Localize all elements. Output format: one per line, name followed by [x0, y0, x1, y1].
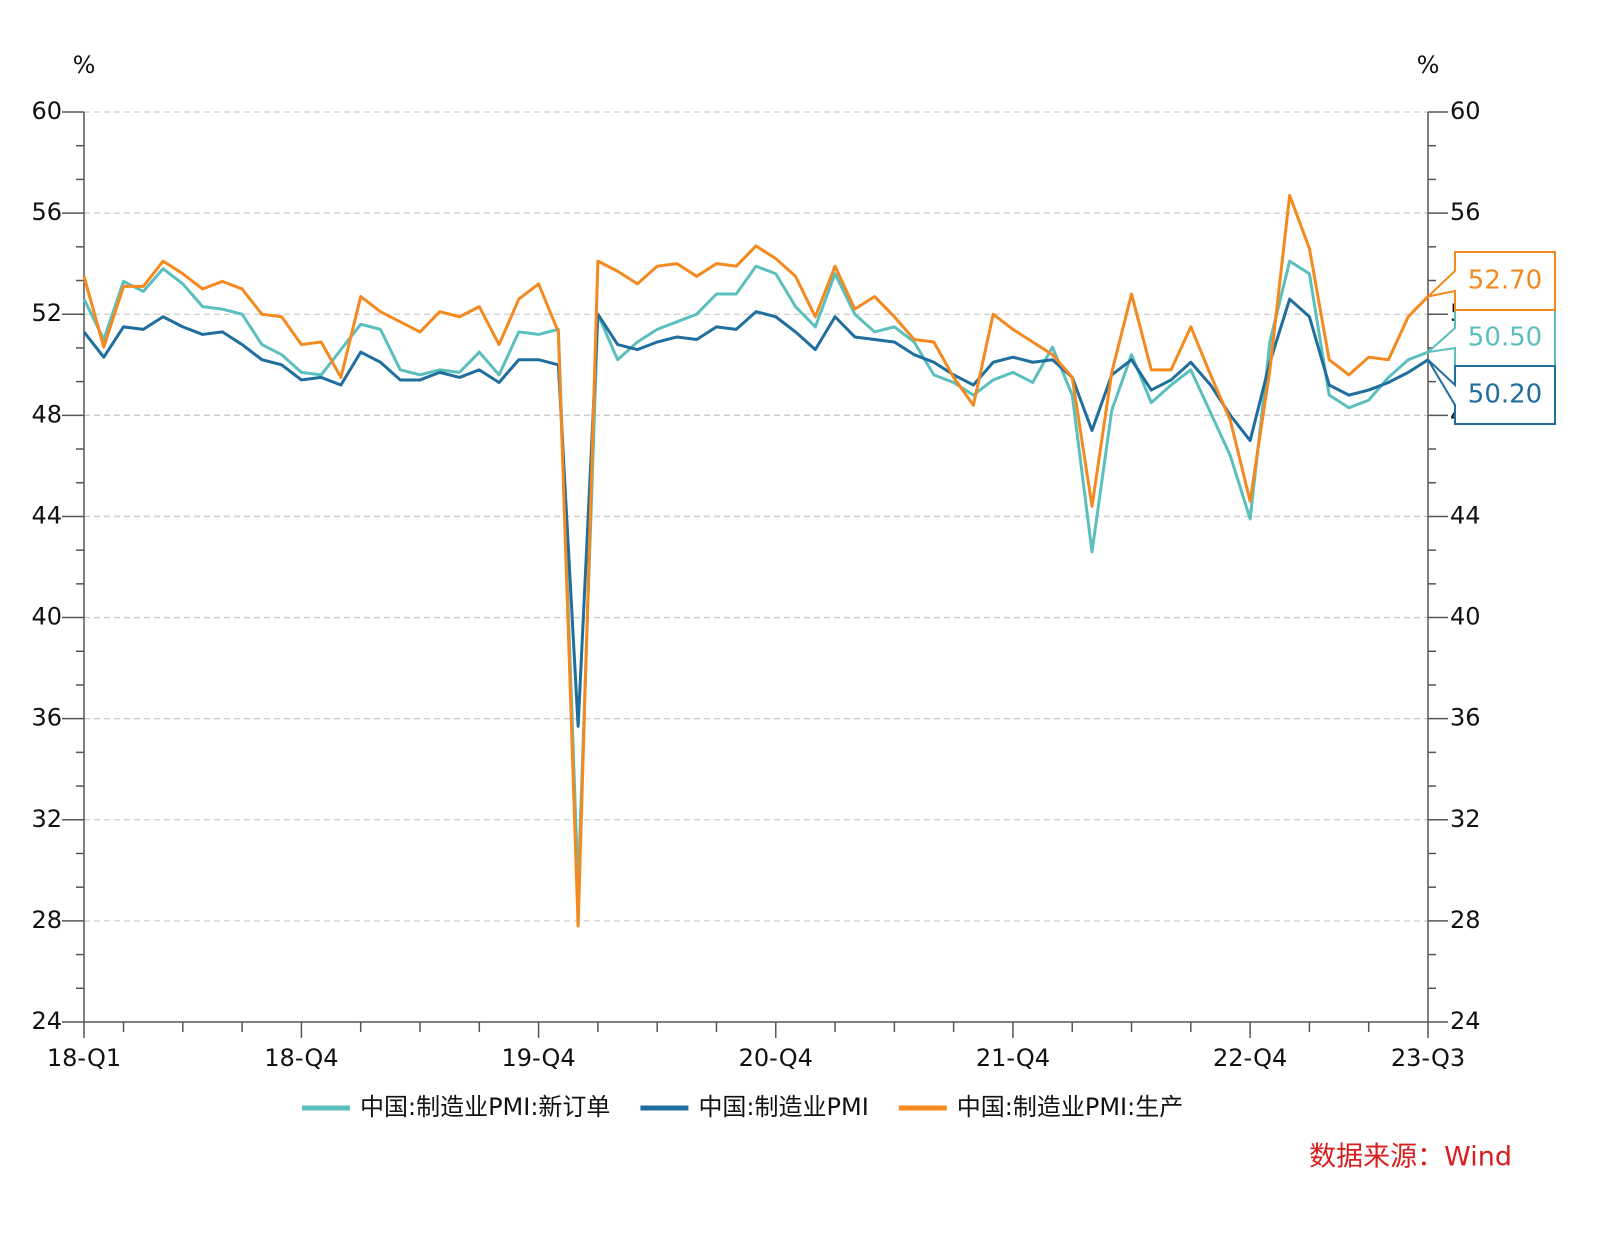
callout-box	[1427, 358, 1556, 425]
legend-label: 中国:制造业PMI	[698, 1093, 868, 1121]
x-tick-label: 19-Q4	[501, 1044, 575, 1072]
y2-tick-label: 28	[1450, 906, 1481, 934]
y2-tick-label: 24	[1450, 1007, 1481, 1035]
x-tick-label: 18-Q4	[264, 1044, 338, 1072]
y-tick-label: 60	[31, 97, 62, 125]
left-unit: %	[73, 51, 96, 79]
value-label: 52.70	[1468, 266, 1542, 296]
x-tick-label: 21-Q4	[976, 1044, 1050, 1072]
x-tick-label: 23-Q3	[1391, 1044, 1465, 1072]
value-label: 50.50	[1468, 323, 1542, 353]
x-tick-label: 18-Q1	[47, 1044, 121, 1072]
y2-tick-label: 40	[1450, 603, 1481, 631]
y2-tick-label: 60	[1450, 97, 1481, 125]
y-tick-label: 36	[31, 704, 62, 732]
series-line	[82, 259, 1429, 890]
x-tick-label: 20-Q4	[739, 1044, 813, 1072]
series-line	[82, 193, 1430, 928]
callout-box	[1424, 308, 1556, 368]
source: 数据来源：Wind	[1309, 1142, 1512, 1173]
y-tick-label: 28	[31, 906, 62, 934]
legend-label: 中国:制造业PMI:生产	[957, 1093, 1183, 1121]
y2-tick-label: 32	[1450, 805, 1481, 833]
value-label: 50.20	[1468, 380, 1542, 410]
callout-box	[1424, 251, 1556, 311]
y-tick-label: 52	[31, 299, 62, 327]
y-tick-label: 44	[31, 501, 62, 529]
series-line	[82, 297, 1429, 728]
x-tick-label: 22-Q4	[1213, 1044, 1287, 1072]
y-tick-label: 40	[31, 603, 62, 631]
y2-tick-label: 56	[1450, 198, 1481, 226]
y-tick-label: 32	[31, 805, 62, 833]
y-tick-label: 48	[31, 400, 62, 428]
y2-tick-label: 36	[1450, 704, 1481, 732]
legend-label: 中国:制造业PMI:新订单	[360, 1093, 610, 1121]
right-unit: %	[1417, 51, 1440, 79]
y2-tick-label: 44	[1450, 501, 1481, 529]
y-tick-label: 56	[31, 198, 62, 226]
y-tick-label: 24	[31, 1007, 62, 1035]
